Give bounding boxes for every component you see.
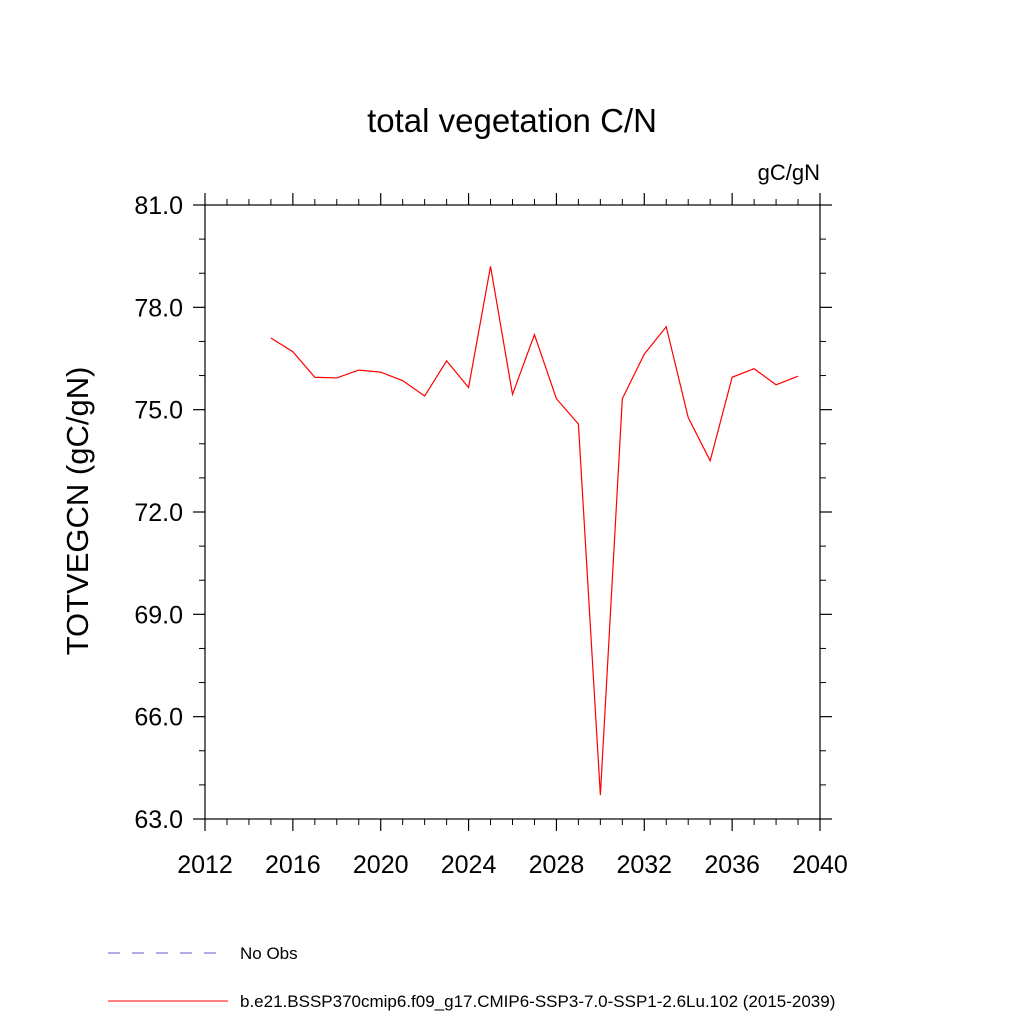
legend-label-no-obs: No Obs xyxy=(240,944,298,963)
legend-label-model-run: b.e21.BSSP370cmip6.f09_g17.CMIP6-SSP3-7.… xyxy=(240,992,835,1011)
x-tick-label: 2024 xyxy=(441,851,497,879)
chart-title: total vegetation C/N xyxy=(367,102,657,139)
y-axis-label: TOTVEGCN (gC/gN) xyxy=(60,367,95,656)
units-label: gC/gN xyxy=(758,160,820,185)
y-tick-label: 72.0 xyxy=(134,499,183,527)
y-minor-ticks xyxy=(199,238,826,786)
x-tick-label: 2032 xyxy=(616,851,672,879)
series-line-1 xyxy=(270,266,799,796)
plot-frame xyxy=(204,204,821,820)
legend: No Obs b.e21.BSSP370cmip6.f09_g17.CMIP6-… xyxy=(108,944,835,1011)
y-tick-label: 81.0 xyxy=(134,192,183,220)
y-tick-label: 75.0 xyxy=(134,397,183,425)
y-tick-label: 69.0 xyxy=(134,601,183,629)
x-tick-label: 2040 xyxy=(792,851,848,879)
x-minor-ticks xyxy=(226,199,799,825)
y-tick-label: 63.0 xyxy=(134,806,183,834)
x-tick-label: 2016 xyxy=(265,851,321,879)
x-tick-label: 2012 xyxy=(177,851,233,879)
y-tick-label: 78.0 xyxy=(134,294,183,322)
x-axis-ticks: 2012 2016 2020 2024 2028 2032 2036 2040 xyxy=(177,193,848,879)
x-tick-label: 2036 xyxy=(704,851,760,879)
x-tick-label: 2028 xyxy=(529,851,585,879)
series-layer xyxy=(270,266,799,796)
y-axis-ticks: 63.0 66.0 69.0 72.0 75.0 78.0 81.0 xyxy=(134,192,832,834)
x-tick-label: 2020 xyxy=(353,851,409,879)
y-tick-label: 66.0 xyxy=(134,704,183,732)
